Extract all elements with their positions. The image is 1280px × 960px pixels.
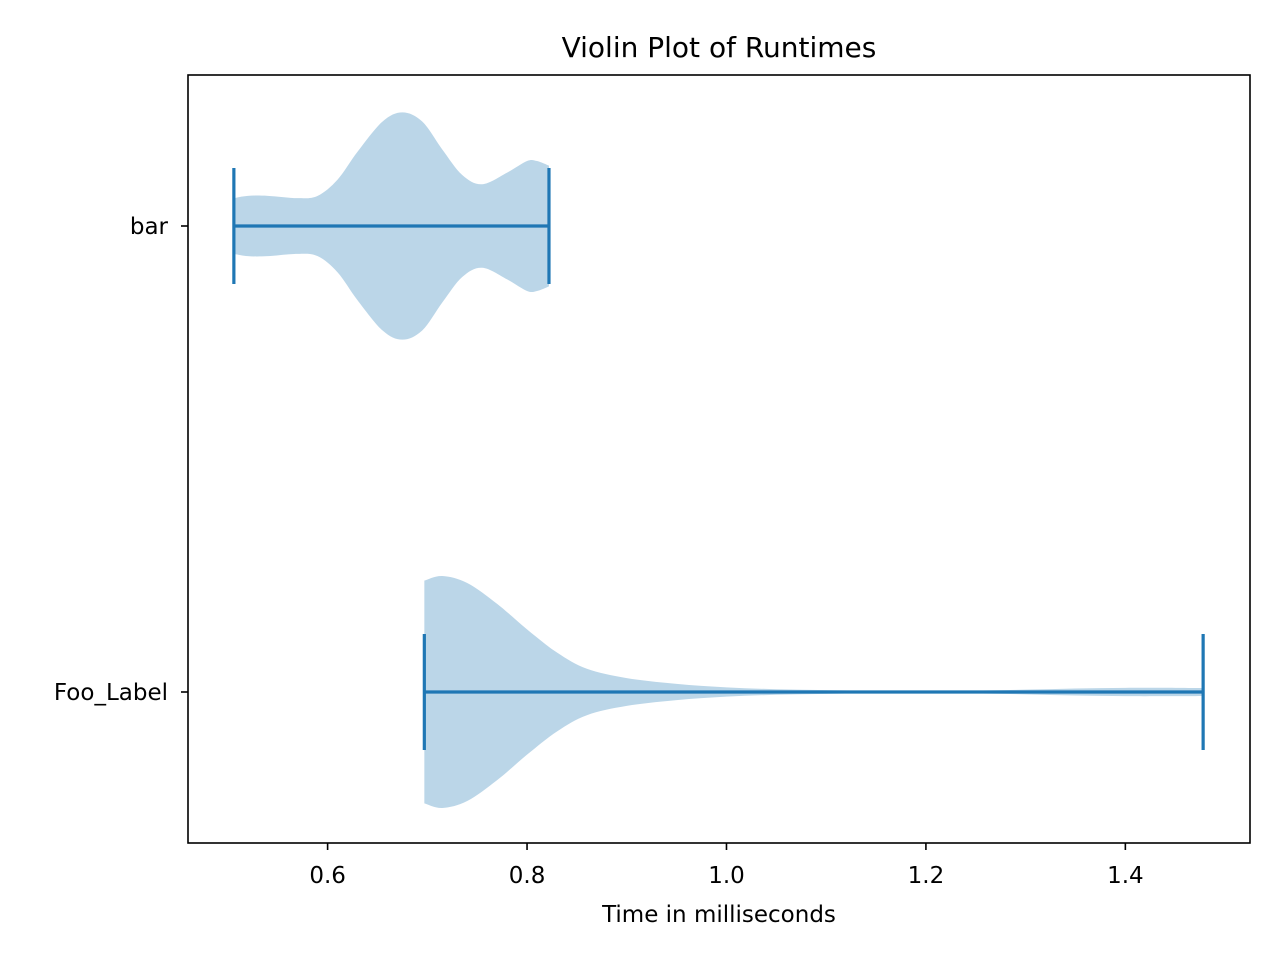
plot-frame — [187, 74, 1251, 844]
y-tick-label: Foo_Label — [54, 680, 168, 706]
x-tick-label: 1.0 — [708, 863, 745, 889]
x-tick-label: 0.6 — [309, 863, 346, 889]
x-tick-label: 0.8 — [509, 863, 546, 889]
y-tick-label: bar — [130, 214, 169, 240]
x-axis-label: Time in milliseconds — [601, 902, 836, 928]
chart-title: Violin Plot of Runtimes — [562, 31, 877, 64]
y-axis: Foo_Label bar — [54, 214, 188, 706]
x-tick-label: 1.2 — [908, 863, 945, 889]
x-axis: 0.6 0.8 1.0 1.2 1.4 — [309, 843, 1144, 889]
x-tick-label: 1.4 — [1107, 863, 1144, 889]
violins-layer — [232, 112, 1205, 809]
